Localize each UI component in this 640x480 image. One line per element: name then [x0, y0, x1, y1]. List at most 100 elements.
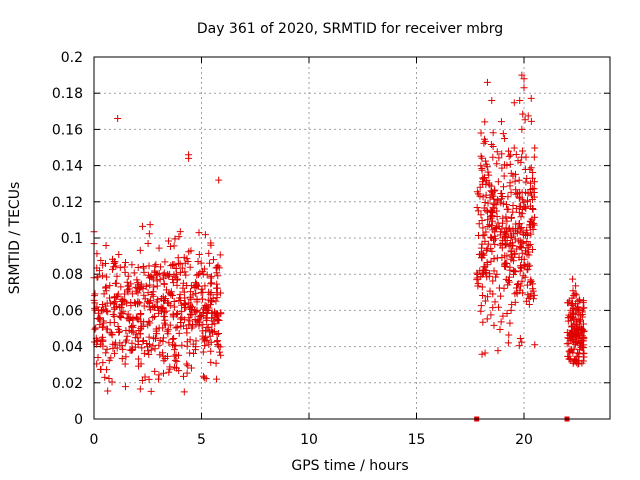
data-point	[155, 341, 163, 349]
data-point	[153, 330, 161, 338]
x-axis-label: GPS time / hours	[291, 458, 408, 474]
data-point	[99, 317, 107, 325]
data-point	[473, 188, 481, 196]
data-point	[161, 316, 169, 324]
data-point	[126, 313, 134, 321]
data-point	[145, 230, 153, 238]
data-point	[91, 290, 99, 298]
data-point	[199, 348, 207, 356]
data-point	[195, 322, 203, 330]
data-point	[102, 325, 110, 333]
data-point	[575, 306, 583, 314]
data-point	[213, 294, 221, 302]
data-point	[206, 332, 214, 340]
data-point	[139, 222, 147, 230]
data-point	[519, 238, 527, 246]
data-point	[489, 277, 497, 285]
data-point	[514, 157, 522, 165]
data-point	[107, 354, 115, 362]
data-point	[175, 233, 183, 241]
data-point	[99, 261, 107, 269]
data-point	[156, 276, 164, 284]
data-point	[121, 258, 129, 266]
data-point	[567, 306, 575, 314]
data-point	[165, 237, 173, 245]
data-point	[208, 314, 216, 322]
data-point	[516, 96, 524, 104]
data-point	[511, 177, 519, 185]
data-point	[502, 263, 510, 271]
data-point	[477, 211, 485, 219]
data-point	[568, 328, 576, 336]
data-point	[174, 259, 182, 267]
chart-title: Day 361 of 2020, SRMTID for receiver mbr…	[197, 21, 503, 37]
data-point	[191, 346, 199, 354]
data-point	[487, 311, 495, 319]
data-point	[91, 325, 99, 333]
data-point	[188, 324, 196, 332]
y-tick-label: 0.02	[52, 376, 83, 392]
y-tick-label: 0.06	[52, 303, 83, 319]
data-point	[155, 324, 163, 332]
data-point	[479, 318, 487, 326]
data-point	[573, 338, 581, 346]
data-point	[519, 272, 527, 280]
data-point	[186, 349, 194, 357]
data-point	[145, 333, 153, 341]
data-point	[477, 152, 485, 160]
data-point	[497, 228, 505, 236]
data-point	[579, 320, 587, 328]
data-point	[137, 310, 145, 318]
data-point	[510, 144, 518, 152]
data-point	[93, 250, 101, 258]
x-tick-label: 10	[300, 432, 318, 448]
data-point	[494, 178, 502, 186]
data-point	[172, 324, 180, 332]
data-point	[497, 292, 505, 300]
data-point	[495, 303, 503, 311]
data-point	[523, 281, 531, 289]
data-point	[137, 317, 145, 325]
data-point	[203, 271, 211, 279]
data-point	[170, 363, 178, 371]
data-point	[531, 178, 539, 186]
data-point	[570, 321, 578, 329]
y-tick-label: 0.14	[52, 159, 83, 175]
data-point	[181, 268, 189, 276]
data-point	[474, 207, 482, 215]
data-point	[526, 202, 534, 210]
data-point	[155, 244, 163, 252]
data-point	[127, 302, 135, 310]
data-point	[577, 311, 585, 319]
data-point	[138, 377, 146, 385]
data-point	[569, 329, 577, 337]
data-point	[489, 226, 497, 234]
data-point	[512, 151, 520, 159]
data-point	[140, 349, 148, 357]
data-point	[111, 341, 119, 349]
data-point	[489, 129, 497, 137]
data-point	[119, 308, 127, 316]
data-point	[527, 94, 535, 102]
data-point	[190, 350, 198, 357]
data-point	[569, 301, 577, 309]
data-point	[109, 255, 117, 263]
data-point	[151, 367, 159, 375]
data-point	[104, 308, 112, 316]
data-point	[156, 336, 164, 344]
data-point	[187, 247, 195, 255]
data-point	[145, 375, 153, 383]
data-point	[492, 273, 500, 281]
data-point	[578, 325, 586, 333]
data-point	[498, 150, 506, 158]
data-point	[215, 330, 223, 338]
data-point	[484, 216, 492, 224]
data-point	[191, 316, 199, 324]
data-point	[117, 304, 125, 312]
data-point	[209, 294, 217, 302]
plot-frame	[93, 56, 611, 420]
data-point	[489, 192, 497, 200]
data-point	[517, 202, 525, 210]
data-point	[91, 304, 99, 312]
